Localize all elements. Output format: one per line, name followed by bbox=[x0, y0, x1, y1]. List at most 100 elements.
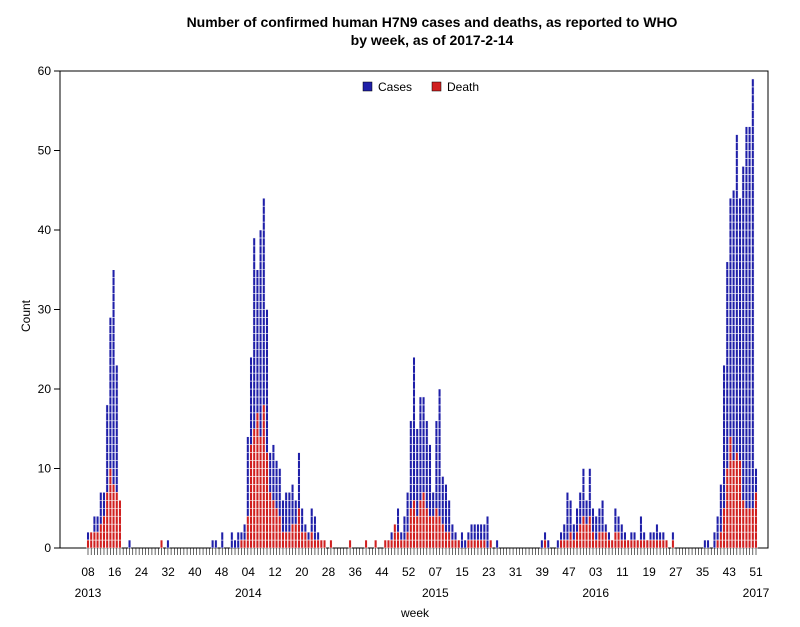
case-bar bbox=[732, 197, 736, 207]
death-bar bbox=[102, 523, 106, 533]
case-bar bbox=[751, 86, 755, 96]
case-bar bbox=[412, 444, 416, 453]
case-bar bbox=[735, 158, 739, 167]
x-tick-label: 44 bbox=[375, 565, 389, 579]
case-bar bbox=[220, 531, 224, 541]
death-bar bbox=[268, 515, 272, 525]
case-bar bbox=[748, 412, 752, 422]
case-bar bbox=[447, 515, 451, 525]
case-bar bbox=[105, 444, 109, 453]
death-bar bbox=[751, 539, 755, 549]
case-bar bbox=[438, 476, 442, 485]
case-bar bbox=[434, 476, 438, 485]
case-bar bbox=[255, 269, 259, 278]
death-bar bbox=[418, 500, 422, 509]
death-bar bbox=[105, 531, 109, 541]
case-bar bbox=[252, 277, 256, 286]
case-bar bbox=[732, 253, 736, 263]
death-bar bbox=[447, 539, 451, 549]
case-bar bbox=[735, 356, 739, 366]
death-bar bbox=[585, 531, 589, 541]
death-bar bbox=[741, 500, 745, 509]
case-bar bbox=[741, 484, 745, 493]
death-bar bbox=[748, 508, 752, 517]
case-bar bbox=[751, 492, 755, 501]
death-bar bbox=[118, 531, 122, 541]
case-bar bbox=[732, 269, 736, 278]
death-bar bbox=[575, 531, 579, 541]
case-bar bbox=[585, 515, 589, 525]
case-bar bbox=[735, 364, 739, 374]
case-bar bbox=[233, 539, 237, 549]
case-bar bbox=[652, 531, 656, 541]
case-bar bbox=[581, 500, 585, 509]
case-bar bbox=[409, 492, 413, 501]
death-bar bbox=[102, 539, 106, 549]
case-bar bbox=[738, 436, 742, 445]
death-bar bbox=[265, 484, 269, 493]
death-bar bbox=[271, 539, 275, 549]
year-label: 2017 bbox=[743, 586, 770, 600]
death-bar bbox=[754, 539, 758, 549]
case-bar bbox=[732, 190, 736, 199]
x-tick-label: 48 bbox=[215, 565, 229, 579]
death-bar bbox=[738, 539, 742, 549]
case-bar bbox=[438, 508, 442, 517]
case-bar bbox=[588, 484, 592, 493]
case-bar bbox=[428, 468, 432, 477]
case-bar bbox=[543, 531, 547, 541]
death-bar bbox=[252, 428, 256, 437]
case-bar bbox=[716, 515, 720, 525]
case-bar bbox=[275, 484, 279, 493]
chart-subtitle: by week, as of 2017-2-14 bbox=[351, 32, 514, 48]
case-bar bbox=[284, 492, 288, 501]
case-bar bbox=[748, 436, 752, 445]
case-bar bbox=[271, 476, 275, 485]
case-bar bbox=[725, 412, 729, 422]
case-bar bbox=[735, 245, 739, 255]
case-bar bbox=[748, 452, 752, 461]
case-bar bbox=[102, 500, 106, 509]
death-bar bbox=[418, 539, 422, 549]
death-bar bbox=[108, 492, 112, 501]
case-bar bbox=[601, 500, 605, 509]
case-bar bbox=[722, 484, 726, 493]
death-bar bbox=[748, 515, 752, 525]
case-bar bbox=[744, 396, 748, 406]
case-bar bbox=[738, 412, 742, 422]
death-bar bbox=[741, 523, 745, 533]
case-bar bbox=[428, 476, 432, 485]
death-bar bbox=[239, 539, 243, 549]
case-bar bbox=[725, 356, 729, 366]
death-bar bbox=[575, 539, 579, 549]
case-bar bbox=[262, 277, 266, 286]
case-bar bbox=[744, 388, 748, 398]
case-bar bbox=[741, 221, 745, 231]
case-bar bbox=[262, 349, 266, 358]
death-bar bbox=[431, 531, 435, 541]
case-bar bbox=[259, 317, 263, 326]
death-bar bbox=[108, 484, 112, 493]
death-bar bbox=[466, 539, 470, 549]
case-bar bbox=[278, 484, 282, 493]
case-bar bbox=[738, 237, 742, 247]
case-bar bbox=[485, 531, 490, 541]
case-bar bbox=[744, 237, 748, 247]
case-bar bbox=[259, 428, 263, 437]
death-bar bbox=[738, 515, 742, 525]
death-bar bbox=[428, 539, 432, 549]
case-bar bbox=[252, 372, 256, 382]
case-bar bbox=[112, 356, 116, 366]
case-bar bbox=[744, 309, 748, 318]
death-bar bbox=[629, 539, 633, 549]
case-bar bbox=[728, 388, 732, 398]
death-bar bbox=[255, 412, 259, 422]
case-bar bbox=[99, 500, 103, 509]
death-bar bbox=[581, 523, 585, 533]
case-bar bbox=[738, 253, 742, 263]
case-bar bbox=[712, 539, 716, 549]
case-bar bbox=[434, 420, 438, 429]
case-bar bbox=[412, 452, 416, 461]
case-bar bbox=[735, 150, 739, 159]
case-bar bbox=[575, 508, 579, 517]
